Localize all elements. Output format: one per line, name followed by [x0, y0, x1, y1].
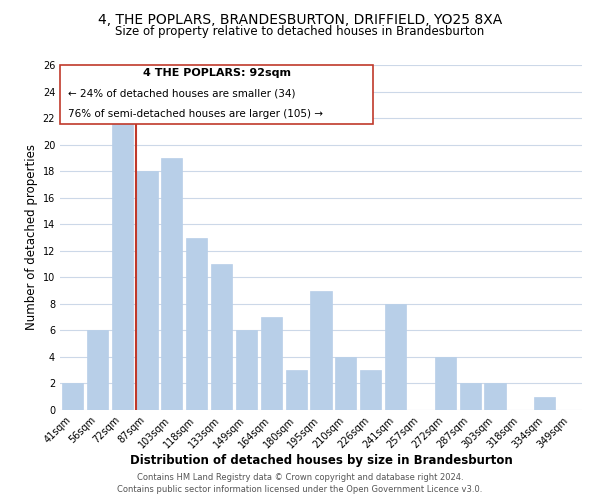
Bar	[385, 304, 406, 410]
Bar	[435, 357, 456, 410]
Text: Contains HM Land Registry data © Crown copyright and database right 2024.: Contains HM Land Registry data © Crown c…	[137, 473, 463, 482]
Text: 4, THE POPLARS, BRANDESBURTON, DRIFFIELD, YO25 8XA: 4, THE POPLARS, BRANDESBURTON, DRIFFIELD…	[98, 12, 502, 26]
Bar	[484, 384, 506, 410]
Bar	[62, 384, 83, 410]
Y-axis label: Number of detached properties: Number of detached properties	[25, 144, 38, 330]
Bar	[161, 158, 182, 410]
X-axis label: Distribution of detached houses by size in Brandesburton: Distribution of detached houses by size …	[130, 454, 512, 467]
FancyBboxPatch shape	[60, 65, 373, 124]
Bar	[534, 396, 555, 410]
Bar	[460, 384, 481, 410]
Bar	[236, 330, 257, 410]
Bar	[87, 330, 108, 410]
Bar	[112, 118, 133, 410]
Bar	[211, 264, 232, 410]
Bar	[286, 370, 307, 410]
Text: Size of property relative to detached houses in Brandesburton: Size of property relative to detached ho…	[115, 25, 485, 38]
Bar	[360, 370, 381, 410]
Bar	[261, 317, 282, 410]
Bar	[136, 171, 158, 410]
Bar	[310, 290, 332, 410]
Text: 76% of semi-detached houses are larger (105) →: 76% of semi-detached houses are larger (…	[68, 110, 323, 120]
Bar	[335, 357, 356, 410]
Text: Contains public sector information licensed under the Open Government Licence v3: Contains public sector information licen…	[118, 484, 482, 494]
Text: 4 THE POPLARS: 92sqm: 4 THE POPLARS: 92sqm	[143, 68, 290, 78]
Text: ← 24% of detached houses are smaller (34): ← 24% of detached houses are smaller (34…	[68, 88, 295, 98]
Bar	[186, 238, 207, 410]
